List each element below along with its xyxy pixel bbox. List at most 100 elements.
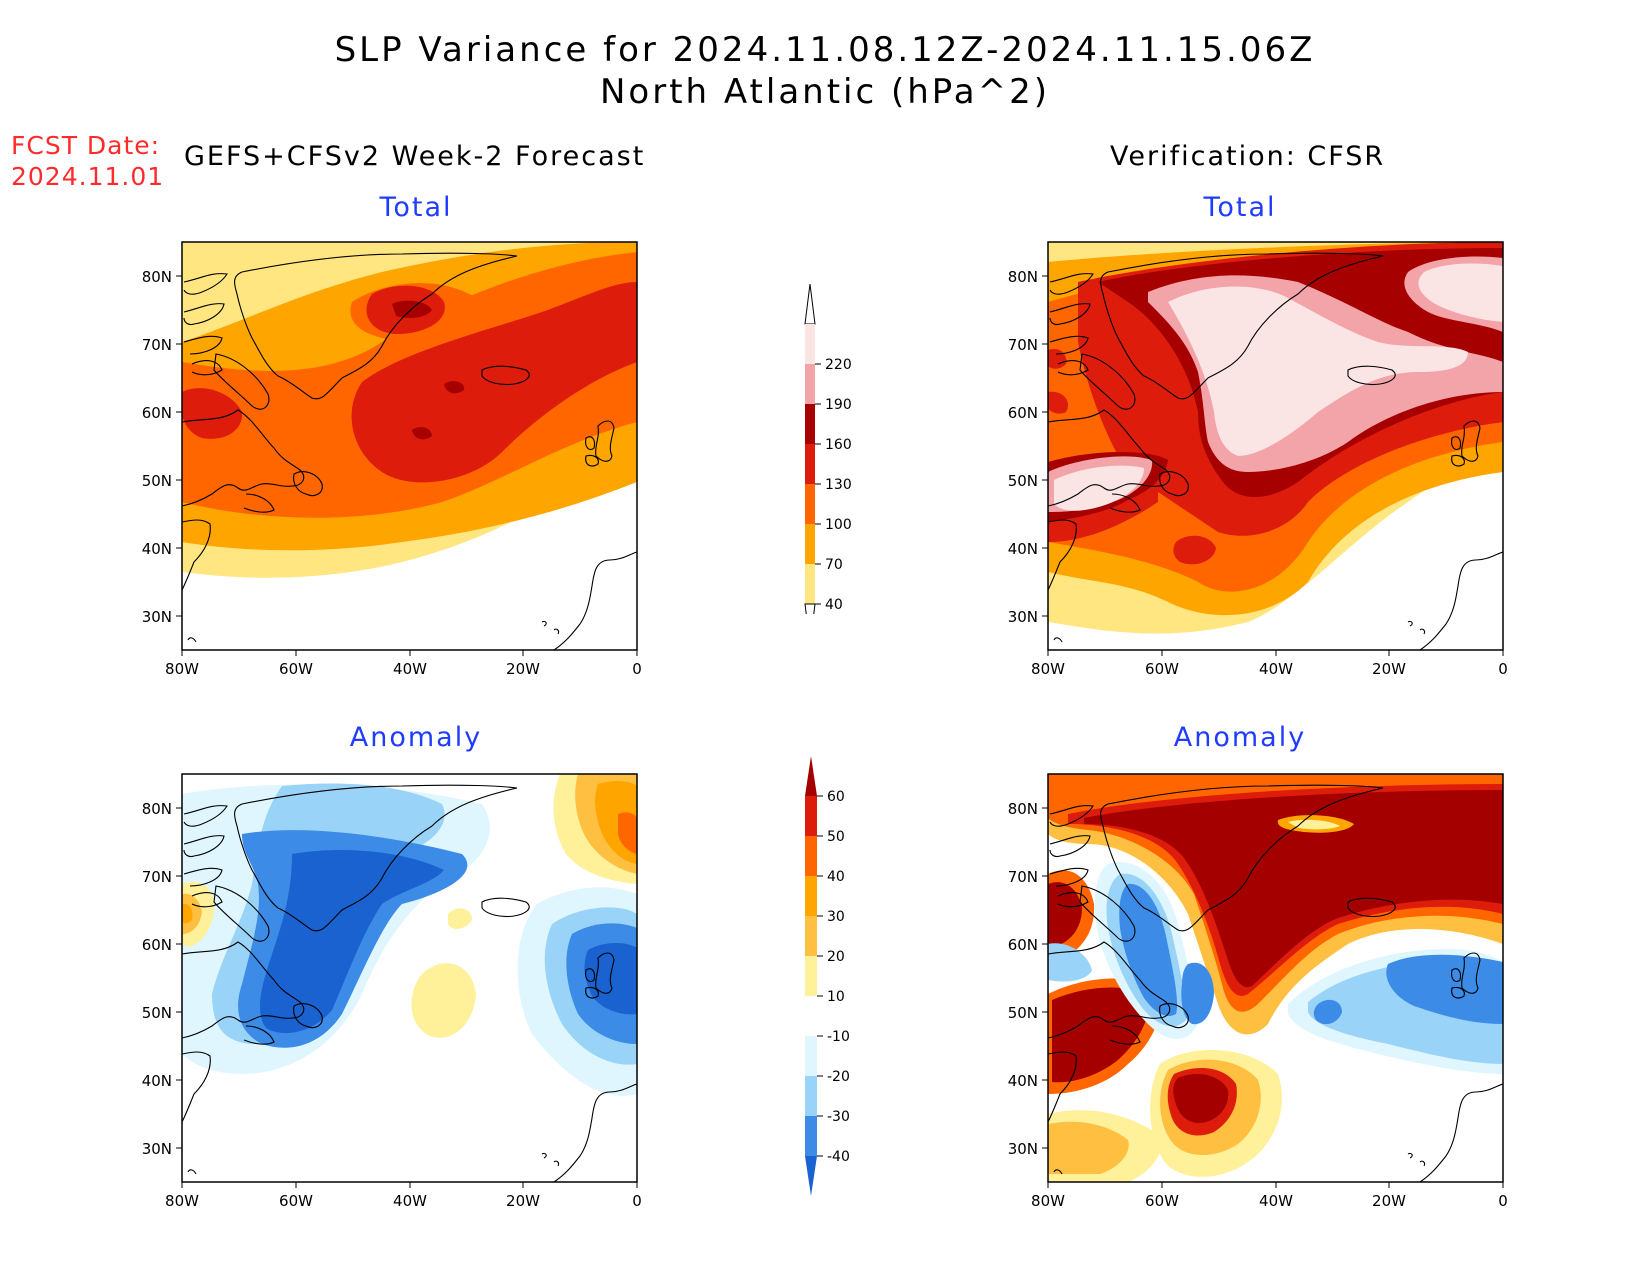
fcst-date: 2024.11.01 <box>11 162 165 191</box>
fcst-label: FCST Date: <box>11 131 161 160</box>
anomaly-colorbar: 60 50 40 30 20 10 -10 -20 -30 -40 <box>805 756 850 1196</box>
lon-label: 20W <box>1372 660 1406 678</box>
verification-total-map: 80N 70N 60N 50N 40N 30N 80W 60W 40W 20W … <box>1008 241 1508 678</box>
colorbar-swatch <box>805 484 815 524</box>
colorbar-label: 30 <box>827 909 845 925</box>
lon-label: 80W <box>165 1192 199 1210</box>
verification-anomaly-map: 80N 70N 60N 50N 40N 30N 80W 60W 40W 20W … <box>1008 773 1508 1210</box>
lon-label: 20W <box>506 660 540 678</box>
lon-label: 60W <box>1145 1192 1179 1210</box>
colorbar-label: 40 <box>827 869 845 885</box>
lat-label: 40N <box>1008 540 1038 558</box>
colorbar-label: 100 <box>825 517 852 533</box>
verification-anomaly-field <box>1048 774 1503 1182</box>
colorbar-swatch <box>805 404 815 444</box>
lat-label: 60N <box>1008 936 1038 954</box>
colorbar-swatch <box>805 364 815 404</box>
lat-label: 70N <box>142 868 172 886</box>
colorbar-label: 190 <box>825 397 852 413</box>
colorbar-label: -10 <box>827 1029 850 1045</box>
lon-label: 80W <box>1031 1192 1065 1210</box>
colorbar-swatch <box>805 956 817 996</box>
colorbar-swatch <box>805 524 815 564</box>
forecast-header: GEFS+CFSv2 Week-2 Forecast <box>184 141 646 172</box>
verification-total-field <box>1048 242 1503 650</box>
lat-label: 80N <box>1008 800 1038 818</box>
forecast-total-axes <box>176 275 638 656</box>
colorbar-swatch <box>805 876 817 916</box>
lon-label: 80W <box>1031 660 1065 678</box>
colorbar-swatch <box>805 444 815 484</box>
colorbar-swatch <box>805 564 815 604</box>
colorbar-label: 40 <box>825 597 843 613</box>
forecast-anomaly-map: 80N 70N 60N 50N 40N 30N 80W 60W 40W 20W … <box>142 773 642 1210</box>
lon-label: 60W <box>1145 660 1179 678</box>
fc-total-subtitle: Total <box>379 192 453 223</box>
colorbar-label: 130 <box>825 477 852 493</box>
colorbar-swatch <box>805 836 817 876</box>
lat-label: 30N <box>142 1140 172 1158</box>
lat-label: 70N <box>1008 336 1038 354</box>
colorbar-label: 20 <box>827 949 845 965</box>
colorbar-swatch <box>805 1116 817 1156</box>
lon-label: 40W <box>1259 660 1293 678</box>
colorbar-label: 70 <box>825 557 843 573</box>
verification-header: Verification: CFSR <box>1110 141 1386 172</box>
lat-label: 80N <box>142 800 172 818</box>
lon-label: 40W <box>1259 1192 1293 1210</box>
colorbar-swatch <box>805 996 817 1036</box>
total-colorbar-body: 220 190 160 130 100 70 40 <box>804 284 852 614</box>
lat-label: 30N <box>1008 608 1038 626</box>
lat-label: 50N <box>142 1004 172 1022</box>
colorbar-swatch <box>805 1076 817 1116</box>
fc-anomaly-subtitle: Anomaly <box>349 722 483 753</box>
lat-label: 80N <box>142 268 172 286</box>
lon-label: 0 <box>1498 1192 1508 1210</box>
colorbar-cap-top <box>804 284 816 325</box>
anomaly-colorbar-body: 60 50 40 30 20 10 -10 -20 -30 -40 <box>805 756 850 1196</box>
forecast-total-field <box>182 242 637 650</box>
lat-label: 50N <box>1008 472 1038 490</box>
colorbar-label: -40 <box>827 1149 850 1165</box>
colorbar-cap-top <box>805 756 817 796</box>
colorbar-label: 10 <box>827 989 845 1005</box>
lat-label: 40N <box>142 540 172 558</box>
figure-title-line2: North Atlantic (hPa^2) <box>599 72 1050 112</box>
colorbar-label: 220 <box>825 357 852 373</box>
colorbar-swatch <box>805 1036 817 1076</box>
lat-label: 60N <box>142 404 172 422</box>
lat-label: 40N <box>1008 1072 1038 1090</box>
colorbar-swatch <box>805 916 817 956</box>
colorbar-cap-bottom <box>804 603 816 614</box>
lon-label: 20W <box>506 1192 540 1210</box>
lon-label: 80W <box>165 660 199 678</box>
lon-label: 40W <box>393 660 427 678</box>
colorbar-cap-bottom <box>805 1156 817 1196</box>
total-colorbar: 220 190 160 130 100 70 40 <box>804 284 852 614</box>
lat-label: 70N <box>1008 868 1038 886</box>
forecast-total-map: 80N 70N 60N 50N 40N 30N 80W 60W 40W 20W … <box>142 241 642 678</box>
colorbar-label: 50 <box>827 829 845 845</box>
colorbar-swatch <box>805 324 815 364</box>
lon-label: 0 <box>1498 660 1508 678</box>
colorbar-label: 160 <box>825 437 852 453</box>
lon-label: 60W <box>279 1192 313 1210</box>
ver-anomaly-subtitle: Anomaly <box>1173 722 1307 753</box>
lat-label: 40N <box>142 1072 172 1090</box>
lat-label: 60N <box>142 936 172 954</box>
lat-label: 70N <box>142 336 172 354</box>
figure-title-line1: SLP Variance for 2024.11.08.12Z-2024.11.… <box>334 30 1316 70</box>
colorbar-label: -30 <box>827 1109 850 1125</box>
lon-label: 0 <box>632 660 642 678</box>
lon-label: 40W <box>393 1192 427 1210</box>
lon-label: 20W <box>1372 1192 1406 1210</box>
colorbar-swatch <box>805 796 817 836</box>
lat-label: 30N <box>1008 1140 1038 1158</box>
ver-total-subtitle: Total <box>1203 192 1277 223</box>
colorbar-label: 60 <box>827 789 845 805</box>
forecast-anomaly-field <box>182 774 637 1182</box>
lat-label: 50N <box>1008 1004 1038 1022</box>
lon-label: 60W <box>279 660 313 678</box>
lat-label: 50N <box>142 472 172 490</box>
lat-label: 60N <box>1008 404 1038 422</box>
